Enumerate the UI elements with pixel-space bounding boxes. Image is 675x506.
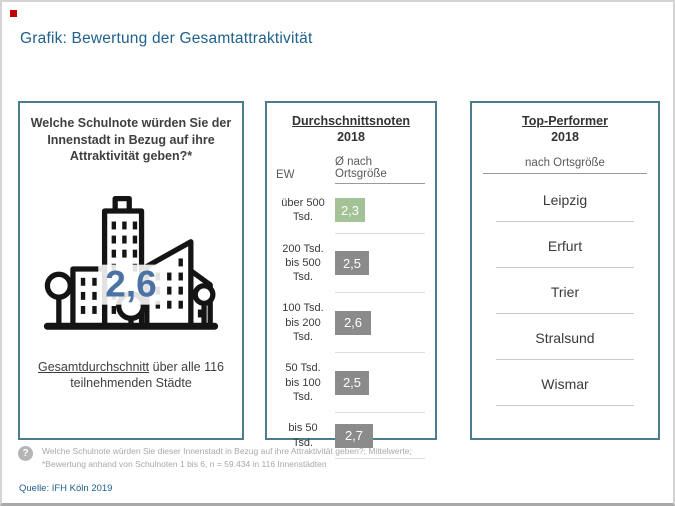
grade-bar: 2,5 <box>335 251 369 276</box>
footnote-line-1: Welche Schulnote würden Sie dieser Innen… <box>42 446 412 456</box>
city-name: Trier <box>550 284 580 300</box>
row-separator <box>335 352 425 354</box>
city-name: Leipzig <box>542 192 588 208</box>
column-header-ew: EW <box>276 169 295 181</box>
row-separator <box>335 292 425 294</box>
city-separator <box>496 405 634 406</box>
grade-row: 50 Tsd. bis 100 Tsd. 2,5 <box>276 358 425 407</box>
city-separator <box>496 359 634 360</box>
size-class-label: über 500 Tsd. <box>281 197 325 224</box>
grades-table: über 500 Tsd. 2,3 200 Tsd. bis 500 Tsd. … <box>267 184 435 459</box>
city-name: Erfurt <box>547 238 583 254</box>
grade-row: 200 Tsd. bis 500 Tsd. 2,5 <box>276 239 425 288</box>
panel-durchschnittsnoten: Durchschnittsnoten 2018 EW Ø nach Ortsgr… <box>265 101 437 459</box>
caption-underlined-part: Gesamtdurchschnitt <box>37 359 150 374</box>
city-name: Stralsund <box>535 330 595 346</box>
footnote-line-2: *Bewertung anhand von Schulnoten 1 bis 6… <box>42 458 327 469</box>
row-separator <box>335 457 425 459</box>
city-separator <box>496 313 634 314</box>
grade-bar: 2,3 <box>335 198 365 223</box>
grades-table-header: EW Ø nach Ortsgröße <box>267 144 435 184</box>
size-class-label: bis 50 Tsd. <box>288 422 318 449</box>
caption-rest-part: über alle 116 teilnehmenden Städte <box>70 359 224 391</box>
row-separator <box>335 232 425 234</box>
right-panel-subtitle: nach Ortsgröße <box>483 157 647 174</box>
grade-row: über 500 Tsd. 2,3 <box>276 193 425 228</box>
city-name: Wismar <box>541 376 589 392</box>
footnote: ? Welche Schulnote würden Sie dieser Inn… <box>18 445 663 471</box>
middle-panel-year: 2018 <box>337 130 365 144</box>
source-credit: Quelle: IFH Köln 2019 <box>19 483 113 494</box>
grade-bar: 2,7 <box>335 423 373 448</box>
question-mark-icon: ? <box>18 446 33 461</box>
grade-bar: 2,5 <box>335 370 369 395</box>
grade-row: bis 50 Tsd. 2,7 <box>276 418 425 453</box>
grade-row: 100 Tsd. bis 200 Tsd. 2,6 <box>276 298 425 347</box>
overall-grade-value: 2,6 <box>98 264 164 305</box>
right-panel-title: Top-Performer <box>522 114 608 128</box>
grade-bar: 2,6 <box>335 310 371 335</box>
city-separator <box>496 221 634 222</box>
city-separator <box>496 267 634 268</box>
middle-panel-title: Durchschnittsnoten <box>291 114 411 128</box>
size-class-label: 200 Tsd. bis 500 Tsd. <box>282 242 324 284</box>
column-header-average: Ø nach Ortsgröße <box>335 156 425 184</box>
row-separator <box>335 412 425 414</box>
red-corner-mark <box>10 10 17 17</box>
right-panel-year: 2018 <box>551 130 579 144</box>
panel-gesamtdurchschnitt: Welche Schulnote würden Sie der Innensta… <box>18 101 244 440</box>
footnote-text: Welche Schulnote würden Sie dieser Innen… <box>42 445 412 471</box>
overall-average-caption: Gesamtdurchschnitt über alle 116 teilneh… <box>33 359 229 393</box>
panel-top-performer: Top-Performer 2018 nach Ortsgröße Leipzi… <box>470 101 660 440</box>
city-skyline-icon: 2,6 <box>43 173 219 351</box>
survey-question: Welche Schulnote würden Sie der Innensta… <box>30 116 232 163</box>
size-class-label: 100 Tsd. bis 200 Tsd. <box>282 302 324 344</box>
page-title: Grafik: Bewertung der Gesamtattraktivitä… <box>20 30 313 47</box>
top-performer-list: Leipzig Erfurt Trier Stralsund Wismar <box>472 174 658 406</box>
size-class-label: 50 Tsd. bis 100 Tsd. <box>285 362 321 403</box>
